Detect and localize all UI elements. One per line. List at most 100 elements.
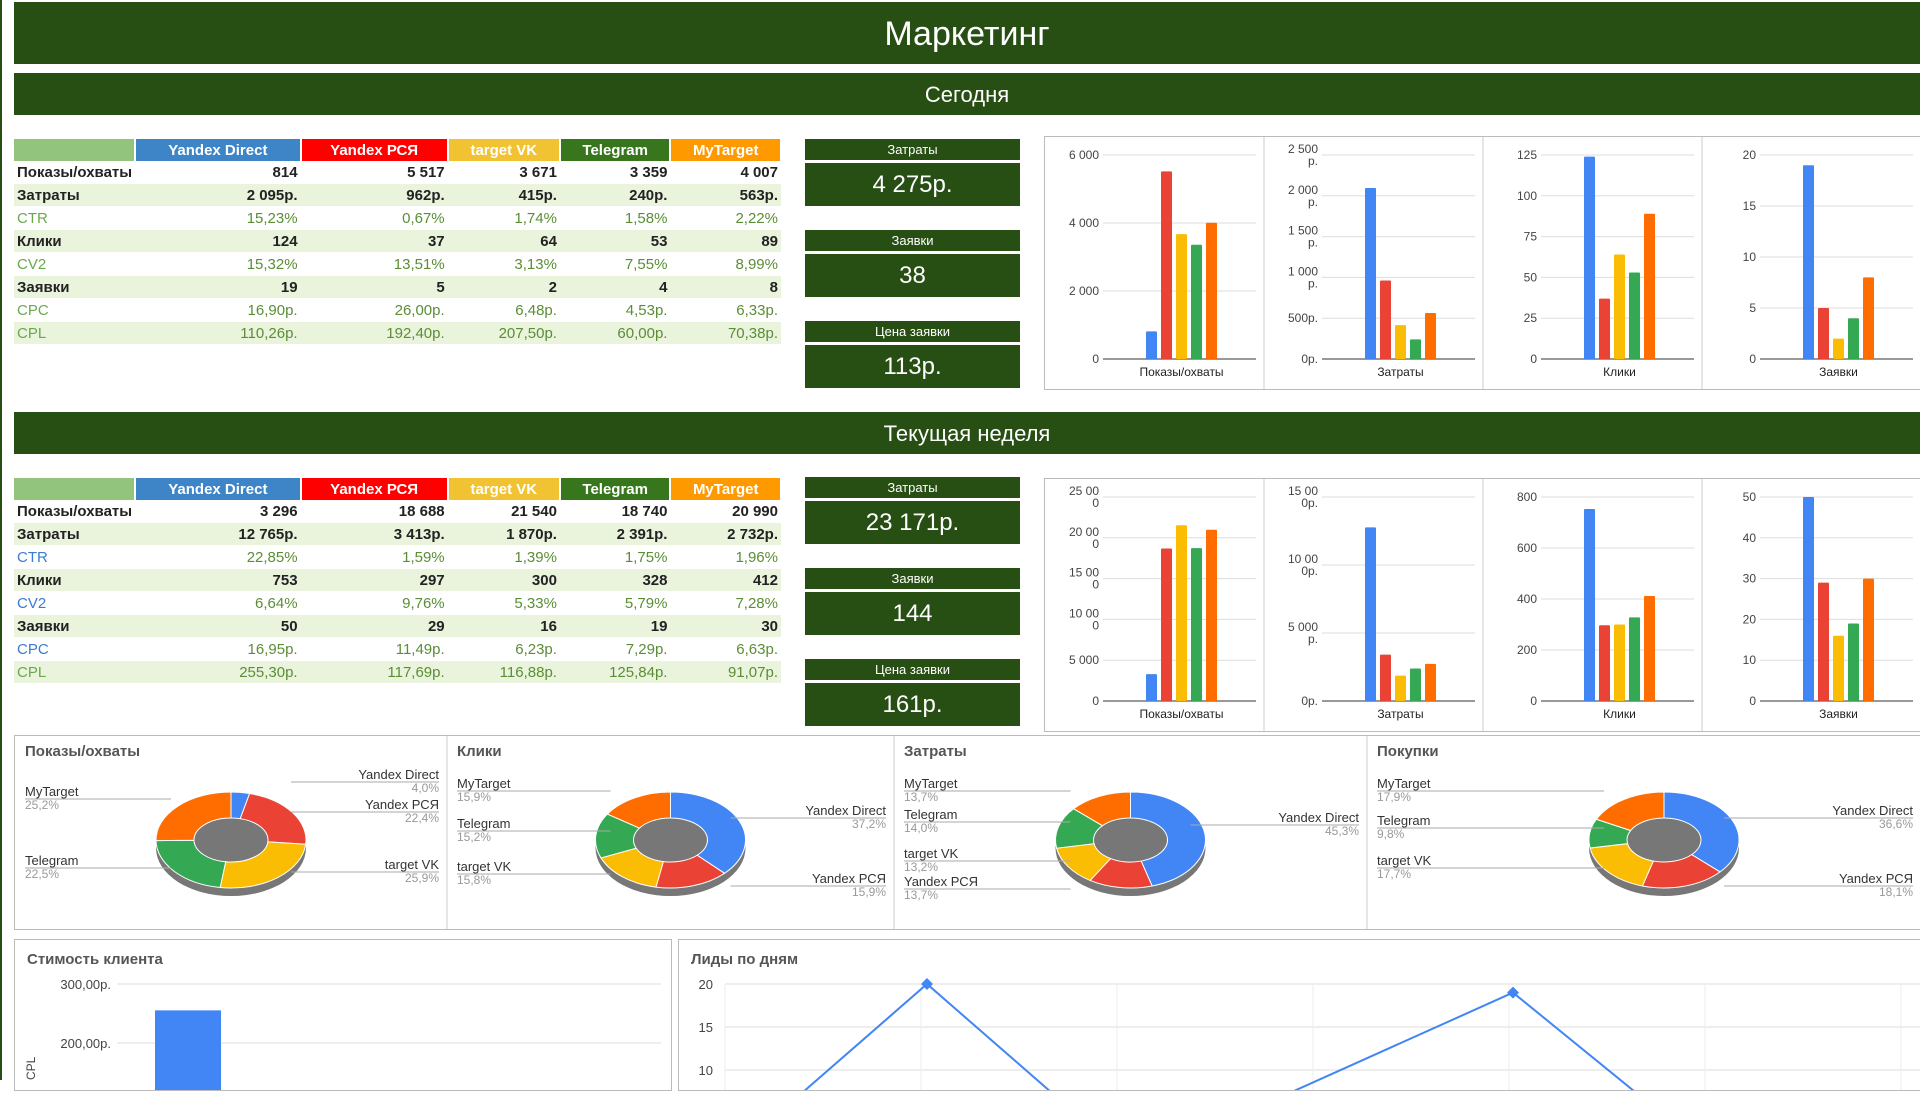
cell-value: 30 bbox=[670, 614, 781, 638]
tick-label: 10 00 bbox=[1288, 552, 1318, 566]
bar bbox=[1425, 313, 1436, 359]
bar bbox=[1584, 508, 1595, 701]
tick-label: 0 bbox=[1092, 694, 1099, 708]
table-row: Показы/охваты 3 296 18 688 21 540 18 740 20 9… bbox=[14, 500, 781, 523]
tick-label: 125 bbox=[1517, 148, 1537, 162]
cell-value: 15,23% bbox=[135, 206, 301, 230]
bar bbox=[1863, 277, 1874, 359]
bar bbox=[1146, 674, 1157, 701]
table-row: Затраты 2 095р. 962р. 415р. 240р. 563р. bbox=[14, 183, 781, 207]
cell-value: 1,59% bbox=[300, 545, 448, 569]
cell-value: 117,69р. bbox=[300, 660, 448, 684]
tick-label: р. bbox=[1308, 276, 1318, 290]
kpi-label: Цена заявки bbox=[805, 321, 1020, 342]
cell-value: 1 870р. bbox=[447, 522, 560, 546]
table-row: CPC 16,90р. 26,00р. 6,48р. 4,53р. 6,33р. bbox=[14, 298, 781, 322]
bar bbox=[1614, 624, 1625, 701]
row-label: Затраты bbox=[14, 183, 136, 207]
slice-label: MyTarget bbox=[457, 776, 511, 791]
kpi-label: Заявки bbox=[805, 230, 1020, 251]
bar bbox=[1206, 529, 1217, 701]
cell-value: 1,75% bbox=[559, 545, 671, 569]
cell-value: 8,99% bbox=[670, 252, 781, 276]
cell-value: 1,74% bbox=[447, 206, 560, 230]
cell-value: 110,26р. bbox=[135, 321, 301, 345]
tick-label: 0р. bbox=[1301, 694, 1318, 708]
tick-label: 15 bbox=[699, 1020, 713, 1035]
chart-title: Покупки bbox=[1377, 743, 1439, 760]
slice-label: target VK bbox=[385, 857, 440, 872]
cell-value: 70,38р. bbox=[670, 321, 781, 345]
bar bbox=[1599, 625, 1610, 701]
cell-value: 412 bbox=[670, 568, 781, 592]
tick-label: 600 bbox=[1517, 541, 1537, 555]
slice-percent: 37,2% bbox=[852, 817, 886, 831]
table-row: Клики 124 37 64 53 89 bbox=[14, 229, 781, 253]
cell-value: 60,00р. bbox=[559, 321, 671, 345]
cell-value: 4 007 bbox=[670, 161, 781, 184]
cell-value: 6,64% bbox=[135, 591, 301, 615]
tick-label: 15 bbox=[1743, 199, 1757, 213]
donut-slice bbox=[155, 791, 232, 842]
table-corner-cell bbox=[14, 139, 137, 161]
row-label: CV2 bbox=[14, 252, 136, 276]
cell-value: 300 bbox=[447, 568, 560, 592]
tick-label: 20 bbox=[1743, 612, 1757, 626]
bar bbox=[1425, 663, 1436, 701]
row-label: Показы/охваты bbox=[14, 500, 136, 523]
tick-label: 100 bbox=[1517, 189, 1537, 203]
tick-label: р. bbox=[1308, 195, 1318, 209]
cell-value: 7,55% bbox=[559, 252, 671, 276]
tick-label: 2 000 bbox=[1288, 183, 1318, 197]
bar bbox=[1818, 308, 1829, 359]
tick-label: 0 bbox=[1092, 618, 1099, 632]
cell-value: 16 bbox=[447, 614, 560, 638]
tick-label: 50 bbox=[1743, 490, 1757, 504]
slice-percent: 22,4% bbox=[405, 811, 439, 825]
row-label: CPC bbox=[14, 298, 136, 322]
x-axis-label: Затраты bbox=[1377, 365, 1423, 379]
bar bbox=[1803, 497, 1814, 701]
cell-value: 3 413р. bbox=[300, 522, 448, 546]
slice-percent: 36,6% bbox=[1879, 817, 1913, 831]
cell-value: 4 bbox=[559, 275, 671, 299]
tick-label: 5 bbox=[1749, 301, 1756, 315]
bar bbox=[1380, 280, 1391, 359]
slice-label: MyTarget bbox=[1377, 776, 1431, 791]
tick-label: 0 bbox=[1530, 352, 1537, 366]
slice-percent: 13,7% bbox=[904, 888, 938, 902]
slice-label: Telegram bbox=[25, 853, 78, 868]
cell-value: 11,49р. bbox=[300, 637, 448, 661]
bar bbox=[1410, 339, 1421, 359]
client-cost-svg: Стимость клиента 200,00р. 300,00р. CPL bbox=[24, 951, 661, 1090]
cell-value: 19 bbox=[135, 275, 301, 299]
tick-label: 2 000 bbox=[1069, 284, 1099, 298]
tick-label: 4 000 bbox=[1069, 216, 1099, 230]
week-metrics-table: Yandex Direct Yandex РСЯ target VK Telegram… bbox=[14, 478, 782, 684]
slice-label: target VK bbox=[904, 846, 959, 861]
section-today-title: Сегодня bbox=[14, 73, 1920, 115]
tick-label: 0 bbox=[1092, 578, 1099, 592]
x-axis-label: Показы/охваты bbox=[1139, 707, 1223, 721]
column-header: Yandex РСЯ bbox=[300, 478, 449, 500]
cell-value: 814 bbox=[135, 161, 301, 184]
column-header: Yandex Direct bbox=[135, 139, 302, 161]
table-row: CV2 15,32% 13,51% 3,13% 7,55% 8,99% bbox=[14, 252, 781, 276]
tick-label: 5 000 bbox=[1288, 620, 1318, 634]
tick-label: р. bbox=[1308, 236, 1318, 250]
cell-value: 5,33% bbox=[447, 591, 560, 615]
tick-label: р. bbox=[1308, 632, 1318, 646]
tick-label: 300,00р. bbox=[60, 977, 111, 992]
cell-value: 12 765р. bbox=[135, 522, 301, 546]
slice-label: Telegram bbox=[1377, 813, 1430, 828]
cell-value: 15,32% bbox=[135, 252, 301, 276]
row-label: Заявки bbox=[14, 614, 136, 638]
bar bbox=[1644, 595, 1655, 701]
bar bbox=[1365, 188, 1376, 359]
x-axis-label: Затраты bbox=[1377, 707, 1423, 721]
kpi-value: 161р. bbox=[805, 683, 1020, 726]
tick-label: 50 bbox=[1524, 270, 1538, 284]
tick-label: 0р. bbox=[1301, 564, 1318, 578]
